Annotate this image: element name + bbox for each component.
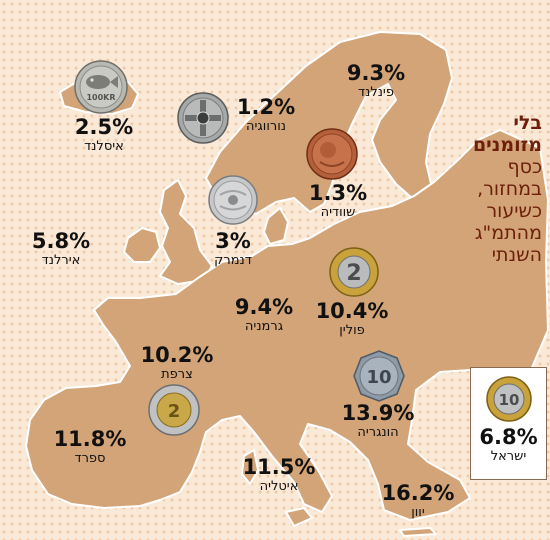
sweden-percent: 1.3%	[308, 181, 368, 205]
hungary-percent: 13.9%	[341, 401, 415, 425]
italy-name: איטליה	[259, 479, 299, 494]
poland-label: 10.4% פולין	[308, 299, 396, 339]
germany-percent: 9.4%	[234, 295, 294, 319]
france-label: 10.2% צרפת	[134, 343, 220, 383]
hungary-coin-text: 10	[366, 367, 391, 388]
headline-line-4: מהתמ"ג	[474, 222, 542, 244]
sardinia-shape	[241, 449, 259, 485]
iceland-label: 2.5% איסלנד	[62, 115, 146, 155]
iceland-coin-text: 100KR	[86, 93, 115, 102]
france-percent: 10.2%	[140, 343, 214, 367]
poland-coin: 2	[329, 247, 379, 297]
norway-name: נורווגיה	[246, 119, 286, 134]
iceland-name: איסלנד	[84, 139, 124, 154]
headline-line-3: כשיעור	[486, 200, 542, 222]
finland-label: 9.3% פינלנד	[336, 61, 416, 101]
denmark-coin	[208, 175, 258, 225]
israel-coin-text: 10	[498, 391, 519, 409]
germany-name: גרמניה	[244, 319, 284, 334]
crete-shape	[399, 527, 437, 537]
finland-percent: 9.3%	[346, 61, 406, 85]
greece-label: 16.2% יוון	[374, 481, 462, 521]
hungary-coin: 10	[353, 350, 405, 402]
poland-coin-text: 2	[346, 261, 361, 286]
denmark-name: דנמרק	[214, 253, 252, 268]
ireland-shape	[123, 227, 161, 263]
israel-coin: 10	[485, 376, 532, 422]
iceland-percent: 2.5%	[74, 115, 134, 139]
germany-label: 9.4% גרמניה	[222, 295, 306, 335]
headline: בלי מזומנים כסף במחזור, כשיעור מהתמ"ג הש…	[424, 112, 542, 266]
israel-percent: 6.8%	[479, 425, 538, 449]
iceland-coin: 100KR	[74, 60, 128, 114]
sweden-name: שוודיה	[320, 205, 356, 220]
italy-label: 11.5% איטליה	[236, 455, 322, 495]
israel-name: ישראל	[490, 449, 527, 464]
hungary-name: הונגריה	[357, 425, 399, 440]
headline-line-1: כסף	[507, 156, 542, 178]
sweden-coin	[306, 128, 358, 180]
italy-percent: 11.5%	[242, 455, 316, 479]
norway-label: 1.2% נורווגיה	[226, 95, 306, 135]
israel-inset: 10 6.8% ישראל	[470, 367, 547, 480]
poland-name: פולין	[339, 323, 365, 338]
headline-title-line1: בלי	[513, 112, 542, 134]
scandinavia-shape	[205, 31, 453, 215]
denmark-shape	[263, 207, 289, 245]
spain-percent: 11.8%	[53, 427, 127, 451]
denmark-percent: 3%	[215, 229, 251, 253]
france-name: צרפת	[161, 367, 193, 382]
norway-coin	[177, 92, 229, 144]
hungary-label: 13.9% הונגריה	[334, 401, 422, 441]
sicily-shape	[285, 507, 313, 527]
headline-line-2: במחזור,	[477, 178, 542, 200]
spain-coin: 2	[148, 384, 200, 436]
spain-name: ספרד	[74, 451, 106, 466]
sweden-label: 1.3% שוודיה	[298, 181, 378, 221]
norway-percent: 1.2%	[236, 95, 296, 119]
headline-line-5: השנתי	[491, 244, 542, 266]
greece-percent: 16.2%	[381, 481, 455, 505]
ireland-label: 5.8% אירלנד	[14, 229, 108, 269]
finland-name: פינלנד	[358, 85, 394, 100]
poland-percent: 10.4%	[315, 299, 389, 323]
greece-name: יוון	[411, 505, 425, 520]
ireland-percent: 5.8%	[31, 229, 91, 253]
denmark-label: 3% דנמרק	[196, 229, 270, 269]
headline-title-line2: מזומנים	[472, 134, 542, 156]
spain-coin-text: 2	[168, 401, 181, 422]
ireland-name: אירלנד	[41, 253, 81, 268]
spain-label: 11.8% ספרד	[46, 427, 134, 467]
